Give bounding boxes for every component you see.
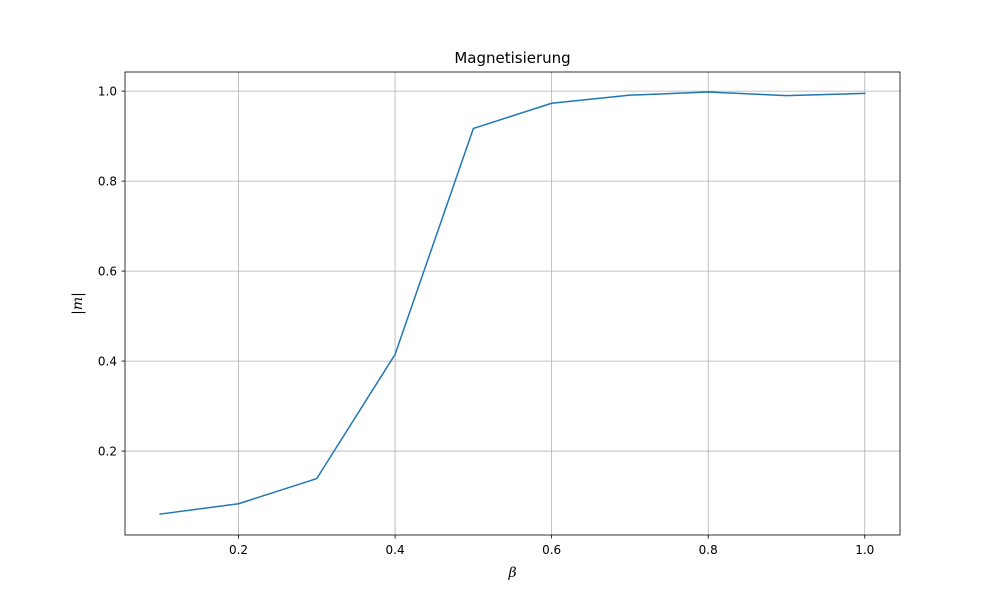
y-tick-label: 0.2	[98, 445, 117, 459]
y-tick-label: 0.6	[98, 265, 117, 279]
y-axis-label: |m|	[70, 292, 86, 315]
x-tick-label: 0.6	[542, 543, 561, 557]
chart-title: Magnetisierung	[454, 49, 570, 67]
ticks: 0.2 0.4 0.6 0.8 1.0 0.2 0.4 0.6 0.8 1.0	[98, 85, 874, 557]
series-layer	[159, 91, 866, 515]
x-tick-label: 1.0	[855, 543, 874, 557]
x-tick-label: 0.8	[699, 543, 718, 557]
y-tick-label: 1.0	[98, 85, 117, 99]
x-tick-label: 0.2	[229, 543, 248, 557]
y-tick-label: 0.8	[98, 175, 117, 189]
y-tick-label: 0.4	[98, 355, 117, 369]
x-axis-label: β	[507, 565, 516, 581]
x-tick-label: 0.4	[386, 543, 405, 557]
grid	[125, 72, 900, 535]
series-line	[159, 91, 866, 515]
plot-frame	[124, 71, 901, 536]
